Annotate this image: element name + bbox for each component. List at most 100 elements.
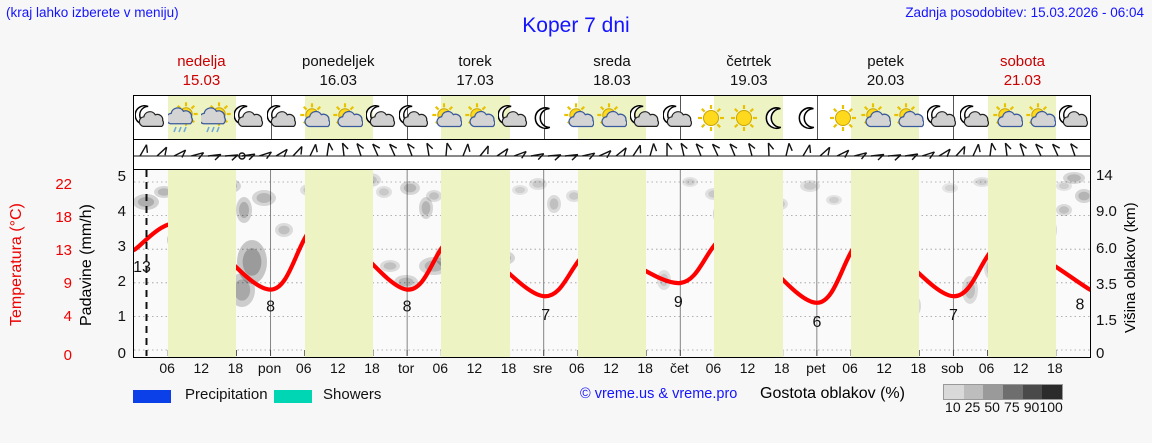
xtick-8: 06 — [432, 360, 449, 376]
prec-tick-4: 1 — [117, 308, 126, 325]
cloud-ramp-step-10 — [944, 385, 964, 399]
cloud-ramp-label-10: 10 — [945, 399, 961, 415]
weather-icon-sun-cloud-rain — [167, 96, 200, 139]
weather-icon-sun-cloud — [596, 96, 629, 139]
cloud-ramp-label-100: 100 — [1039, 399, 1063, 415]
xtick-22: 18 — [910, 360, 927, 376]
weather-icon-sun-cloud — [464, 96, 497, 139]
temp-label-6: 7 — [541, 307, 550, 324]
day-name: ponedeljek — [301, 53, 375, 70]
day-date: 18.03 — [593, 72, 631, 89]
day-separator-3 — [543, 96, 545, 139]
cloud-ramp-label-25: 25 — [964, 399, 981, 415]
xtick-19: pet — [806, 360, 826, 376]
temp-tick-2: 13 — [55, 242, 72, 259]
xtick-11: sre — [532, 360, 553, 376]
temp-label-14: 8 — [1076, 297, 1085, 314]
xtick-23: sob — [941, 360, 964, 376]
temp-label-12: 7 — [949, 307, 958, 324]
weather-icon-sun-cloud — [1024, 96, 1057, 139]
day-name: petek — [867, 53, 904, 70]
day-header-3: sreda 18.03 — [544, 52, 681, 92]
xtick-13: 12 — [603, 360, 619, 376]
weather-icon-moon-cloud — [497, 96, 530, 139]
cloud-tick-0: 14 — [1096, 167, 1113, 184]
xtick-4: 06 — [295, 360, 312, 376]
daylight-band-1 — [304, 170, 373, 357]
cloud-ramp-step-50 — [983, 385, 1004, 399]
day-separator-5 — [816, 96, 818, 139]
weather-icon-moon — [760, 96, 793, 139]
temp-label-8: 9 — [674, 294, 683, 311]
cloud-tick-1: 9.0 — [1096, 203, 1117, 220]
xtick-6: 18 — [364, 360, 380, 376]
temperature-axis-title: Temperatura (°C) — [8, 203, 25, 327]
day-date: 16.03 — [319, 72, 358, 89]
weather-icon-sun-cloud-rain — [200, 96, 233, 139]
wind-barb-row — [133, 140, 1091, 170]
cloud-tick-4: 1.5 — [1096, 312, 1117, 329]
weather-icon-sun — [694, 96, 727, 139]
day-header-row: nedelja 15.03 ponedeljek 16.03 torek 17.03 sre… — [133, 52, 1091, 92]
daylight-band-2 — [441, 170, 510, 357]
xtick-9: 12 — [466, 360, 483, 376]
temp-tick-0: 22 — [55, 176, 72, 193]
weather-icon-sun-cloud — [431, 96, 464, 139]
day-name: torek — [458, 53, 492, 70]
xtick-15: čet — [669, 360, 689, 376]
temp-label-2: 8 — [266, 299, 275, 316]
forecast-plot: 13178178157139156157148 — [133, 170, 1091, 358]
weather-icon-sun — [826, 96, 859, 139]
day-name: sobota — [999, 53, 1045, 70]
weather-icon-sun-cloud — [299, 96, 332, 139]
prec-tick-5: 0 — [117, 345, 126, 362]
weather-icon-moon-cloud — [134, 96, 167, 139]
xtick-1: 12 — [193, 360, 210, 376]
day-name: sreda — [593, 53, 631, 70]
day-header-1: ponedeljek 16.03 — [270, 52, 407, 92]
cloud-tick-5: 0 — [1096, 345, 1105, 362]
wind-barbs-svg — [134, 142, 1090, 161]
cloud-density-legend-title: Gostota oblakov (%) — [760, 385, 905, 402]
day-date: 17.03 — [456, 72, 494, 89]
weather-icon-moon-cloud — [628, 96, 661, 139]
temp-tick-1: 18 — [55, 209, 72, 226]
menu-hint-text: (kraj lahko izberete v meniju) — [6, 5, 179, 20]
weather-icon-sun-cloud — [332, 96, 365, 139]
weather-icon-moon-cloud — [365, 96, 398, 139]
copyright-link[interactable]: © vreme.us & vreme.pro — [580, 386, 738, 402]
weather-icon-row — [133, 95, 1091, 140]
cloud-density-ramp — [943, 384, 1063, 400]
cloud-ramp-step-100 — [1042, 385, 1063, 399]
day-header-2: torek 17.03 — [407, 52, 544, 92]
temp-tick-5: 0 — [63, 347, 72, 364]
xtick-12: 06 — [569, 360, 585, 376]
xtick-24: 06 — [978, 360, 995, 376]
last-update-text: Zadnja posodobitev: 15.03.2026 - 06:04 — [905, 5, 1144, 20]
showers-legend-swatch — [274, 390, 312, 403]
weather-icon-moon-cloud — [398, 96, 431, 139]
xtick-17: 12 — [739, 360, 756, 376]
temp-tick-4: 4 — [63, 308, 72, 325]
xtick-7: tor — [397, 360, 415, 376]
weather-icon-moon — [530, 96, 563, 139]
weather-icon-moon-cloud — [266, 96, 299, 139]
prec-tick-2: 3 — [117, 238, 126, 255]
weather-icon-sun-cloud — [892, 96, 925, 139]
weather-icon-moon-cloud — [1057, 96, 1090, 139]
cloud-ramp-label-75: 75 — [1004, 399, 1020, 415]
day-date: 19.03 — [730, 72, 768, 89]
x-axis-tick-labels: 06 12 18 pon 06 12 18 tor 06 12 18 sre 06 12 18 čet 06 12… — [133, 360, 1091, 380]
precipitation-legend-swatch — [133, 390, 171, 403]
chart-legend: Precipitation Showers © vreme.us & vreme… — [133, 384, 1152, 420]
daylight-band-5 — [851, 170, 920, 357]
xtick-10: 18 — [500, 360, 517, 376]
xtick-18: 18 — [773, 360, 790, 376]
day-header-4: četrtek 19.03 — [680, 52, 817, 92]
xtick-3: pon — [257, 360, 282, 376]
weather-icon-sun-cloud — [859, 96, 892, 139]
weather-icon-moon-cloud — [925, 96, 958, 139]
cloud-ramp-step-75 — [1003, 385, 1023, 399]
weather-icon-sun-cloud — [563, 96, 596, 139]
temp-label-0: 13 — [134, 259, 151, 276]
